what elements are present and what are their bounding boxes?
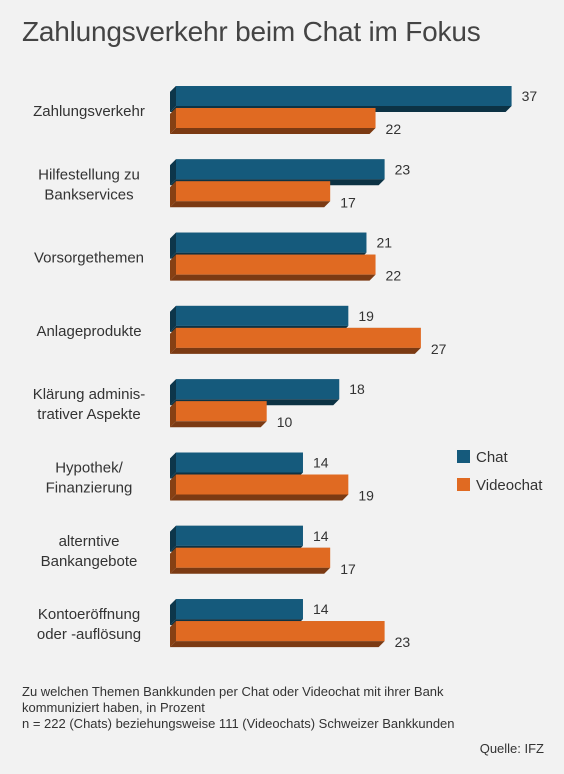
category-label: Klärung adminis-: [33, 386, 146, 403]
value-label-videochat: 22: [386, 121, 402, 137]
bar-videochat: [170, 401, 267, 428]
category-label: Anlageprodukte: [36, 323, 141, 340]
bar-videochat: [170, 181, 331, 208]
value-label-chat: 18: [349, 381, 365, 397]
category-label: Finanzierung: [46, 480, 133, 497]
value-label-chat: 19: [358, 308, 374, 324]
category-label: Bankangebote: [41, 553, 138, 570]
bar-videochat: [170, 108, 376, 134]
footnote-line: Zu welchen Themen Bankkunden per Chat od…: [22, 684, 444, 699]
bar-videochat: [170, 547, 331, 574]
value-label-videochat: 23: [395, 634, 411, 650]
bar-videochat: [170, 254, 376, 281]
bar-chat: [170, 379, 340, 406]
footnote: Zu welchen Themen Bankkunden per Chat od…: [22, 684, 542, 732]
bar-chat: [170, 452, 303, 479]
category-label: Hypothek/: [55, 460, 123, 477]
value-label-chat: 14: [313, 528, 329, 544]
bar-chart: Zahlungsverkehr Hilfestellung zu Bankservi…: [33, 86, 543, 650]
value-label-videochat: 27: [431, 341, 447, 357]
legend: Chat Videochat: [457, 449, 543, 494]
category-label: alterntive: [59, 533, 120, 550]
value-label-chat: 14: [313, 455, 329, 471]
category-label: Vorsorgethemen: [34, 250, 144, 267]
value-label-videochat: 10: [277, 414, 293, 430]
value-label-videochat: 17: [340, 194, 356, 210]
bar-videochat: [170, 327, 421, 354]
category-label: Bankservices: [44, 186, 133, 203]
category-label: Hilfestellung zu: [38, 166, 140, 183]
bar-videochat: [170, 621, 385, 648]
value-label-videochat: 22: [386, 268, 402, 284]
bar-chat: [170, 86, 512, 112]
category-label: oder -auflösung: [37, 626, 141, 643]
category-labels: Zahlungsverkehr Hilfestellung zu Bankservi…: [33, 103, 146, 643]
category-label: Zahlungsverkehr: [33, 103, 145, 120]
value-label-videochat: 17: [340, 561, 356, 577]
value-label-chat: 23: [395, 161, 411, 177]
chart-title: Zahlungsverkehr beim Chat im Fokus: [22, 16, 481, 47]
category-label: trativer Aspekte: [37, 406, 140, 423]
footnote-line: kommuniziert haben, in Prozent: [22, 700, 205, 715]
footnote-line: n = 222 (Chats) beziehungsweise 111 (Vid…: [22, 716, 455, 731]
legend-label: Chat: [476, 449, 509, 466]
source-label: Quelle: IFZ: [479, 741, 544, 756]
bars: [170, 86, 512, 648]
legend-swatch: [457, 450, 470, 463]
value-label-chat: 21: [376, 235, 392, 251]
bar-videochat: [170, 474, 349, 501]
value-label-chat: 37: [522, 88, 538, 104]
legend-label: Videochat: [476, 477, 543, 494]
legend-swatch: [457, 478, 470, 491]
value-labels: 37 22 23 17 21 22 19 27 18 10 14 19 14 17 14 23: [277, 88, 538, 650]
value-label-videochat: 19: [358, 488, 374, 504]
category-label: Kontoeröffnung: [38, 606, 140, 623]
value-label-chat: 14: [313, 601, 329, 617]
